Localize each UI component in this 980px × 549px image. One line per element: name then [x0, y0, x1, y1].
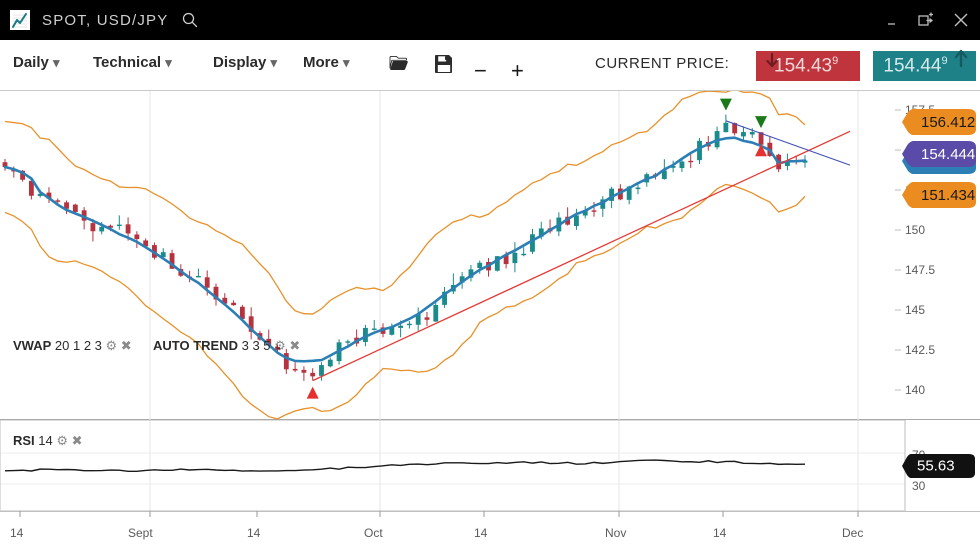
svg-text:147.5: 147.5 [905, 263, 935, 277]
svg-text:142.5: 142.5 [905, 343, 935, 357]
svg-text:14: 14 [10, 526, 24, 540]
svg-text:Sept: Sept [128, 526, 153, 540]
svg-text:14: 14 [247, 526, 261, 540]
svg-text:150: 150 [905, 223, 925, 237]
svg-text:156.412: 156.412 [921, 114, 975, 131]
svg-text:140: 140 [905, 383, 925, 397]
svg-text:55.63: 55.63 [917, 458, 955, 475]
svg-text:Nov: Nov [605, 526, 626, 540]
svg-text:151.434: 151.434 [921, 187, 975, 204]
svg-text:154.444: 154.444 [921, 146, 975, 163]
svg-text:Oct: Oct [364, 526, 383, 540]
svg-text:145: 145 [905, 303, 925, 317]
svg-text:14: 14 [474, 526, 488, 540]
svg-text:Dec: Dec [842, 526, 863, 540]
svg-text:14: 14 [713, 526, 727, 540]
